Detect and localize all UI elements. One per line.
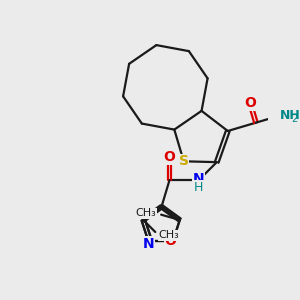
Text: O: O (244, 97, 256, 110)
Text: N: N (143, 237, 154, 251)
Text: O: O (164, 234, 176, 248)
Text: S: S (179, 154, 189, 168)
Text: H: H (194, 181, 203, 194)
Text: 2: 2 (291, 114, 298, 124)
Text: NH: NH (280, 110, 300, 122)
Text: O: O (164, 150, 175, 164)
Text: N: N (193, 172, 205, 186)
Text: CH₃: CH₃ (136, 208, 156, 218)
Text: CH₃: CH₃ (158, 230, 179, 240)
